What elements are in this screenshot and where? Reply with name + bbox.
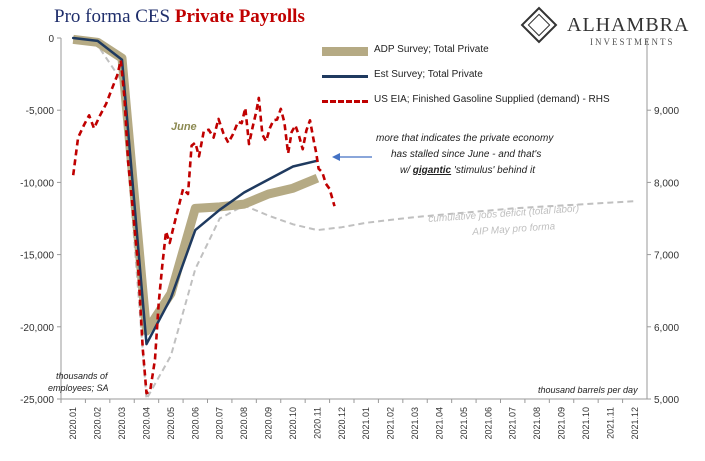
x-tick-label: 2021.03 xyxy=(410,407,420,440)
x-tick-label: 2021.05 xyxy=(459,407,469,440)
right-tick-label: 8,000 xyxy=(654,178,679,189)
x-tick-label: 2020.10 xyxy=(288,407,298,440)
alhambra-logo: ALHAMBRA INVESTMENTS xyxy=(520,6,700,50)
right-tick-label: 7,000 xyxy=(654,251,679,262)
x-tick-label: 2020.04 xyxy=(141,407,151,440)
right-axis-ticks: 5,000 6,000 7,000 8,000 9,000 xyxy=(647,106,679,406)
x-tick-label: 2020.08 xyxy=(239,407,249,440)
series-line-0 xyxy=(72,34,320,336)
series-line-3 xyxy=(72,37,635,400)
series-layer xyxy=(71,34,635,400)
legend-label-eia: US EIA; Finished Gasoline Supplied (dema… xyxy=(374,94,610,105)
right-tick-label: 9,000 xyxy=(654,106,679,117)
legend-entry-eia: US EIA; Finished Gasoline Supplied (dema… xyxy=(322,94,662,110)
logo-name: ALHAMBRA xyxy=(567,14,690,36)
left-tick-label: -25,000 xyxy=(20,395,54,406)
x-tick-label: 2021.10 xyxy=(581,407,591,440)
series-line-1 xyxy=(71,36,319,346)
chart-title-part1: Pro forma CES xyxy=(54,6,175,27)
axes xyxy=(60,38,648,400)
right-tick-label: 6,000 xyxy=(654,323,679,334)
x-tick-label: 2020.05 xyxy=(166,407,176,440)
x-tick-label: 2020.01 xyxy=(68,407,78,440)
x-tick-label: 2021.01 xyxy=(361,407,371,440)
comment-line-3: w/ gigantic 'stimulus' behind it xyxy=(400,165,535,176)
legend-swatch-est xyxy=(322,75,368,78)
comment-line-3-pre: w/ xyxy=(400,165,413,176)
x-tick-label: 2021.02 xyxy=(386,407,396,440)
june-label: June xyxy=(171,121,197,133)
left-tick-label: -5,000 xyxy=(26,106,55,117)
legend-swatch-adp xyxy=(322,47,368,56)
x-tick-label: 2021.06 xyxy=(483,407,493,440)
x-tick-label: 2021.04 xyxy=(434,407,444,440)
left-axis-ticks: 0 -5,000 -10,000 -15,000 -20,000 -25,000 xyxy=(20,34,61,406)
left-tick-label: -10,000 xyxy=(20,178,54,189)
x-tick-label: 2020.09 xyxy=(264,407,274,440)
x-tick-label: 2021.07 xyxy=(508,407,518,440)
legend-swatch-eia xyxy=(322,100,368,103)
legend-label-adp: ADP Survey; Total Private xyxy=(374,44,489,55)
x-tick-label: 2021.08 xyxy=(532,407,542,440)
left-tick-label: -20,000 xyxy=(20,323,54,334)
logo-subtitle: INVESTMENTS xyxy=(590,37,675,47)
comment-line-1: more that indicates the private economy xyxy=(376,133,554,144)
x-tick-label: 2020.07 xyxy=(215,407,225,440)
x-tick-label: 2020.02 xyxy=(93,407,103,440)
left-units-line-1: thousands of xyxy=(56,371,108,381)
chart-title: Pro forma CES Private Payrolls xyxy=(54,6,305,28)
right-units-label: thousand barrels per day xyxy=(538,385,638,395)
comment-line-2: has stalled since June - and that's xyxy=(391,149,542,160)
x-tick-label: 2021.11 xyxy=(605,407,615,439)
x-tick-label: 2020.12 xyxy=(337,407,347,440)
x-tick-label: 2020.03 xyxy=(117,407,127,440)
legend-entry-adp: ADP Survey; Total Private xyxy=(322,44,662,60)
right-tick-label: 5,000 xyxy=(654,395,679,406)
chart-title-part2: Private Payrolls xyxy=(174,6,305,27)
x-axis-ticks: 2020.01 2020.02 2020.03 2020.04 2020.05 2020.… xyxy=(60,399,640,440)
comment-emphasis: gigantic xyxy=(412,165,452,176)
legend-entry-est: Est Survey; Total Private xyxy=(322,69,662,85)
x-tick-label: 2021.12 xyxy=(630,407,640,440)
annotation-arrow xyxy=(332,153,372,161)
left-units-line-2: employees; SA xyxy=(48,383,109,393)
x-tick-label: 2020.11 xyxy=(312,407,322,439)
left-tick-label: -15,000 xyxy=(20,251,54,262)
annotation-arrow-head-icon xyxy=(332,153,340,161)
x-tick-label: 2021.09 xyxy=(557,407,567,440)
series-line-2 xyxy=(71,59,336,395)
left-tick-label: 0 xyxy=(48,34,54,45)
legend-label-est: Est Survey; Total Private xyxy=(374,69,483,80)
x-tick-label: 2020.06 xyxy=(190,407,200,440)
comment-line-3-post: 'stimulus' behind it xyxy=(451,165,535,176)
